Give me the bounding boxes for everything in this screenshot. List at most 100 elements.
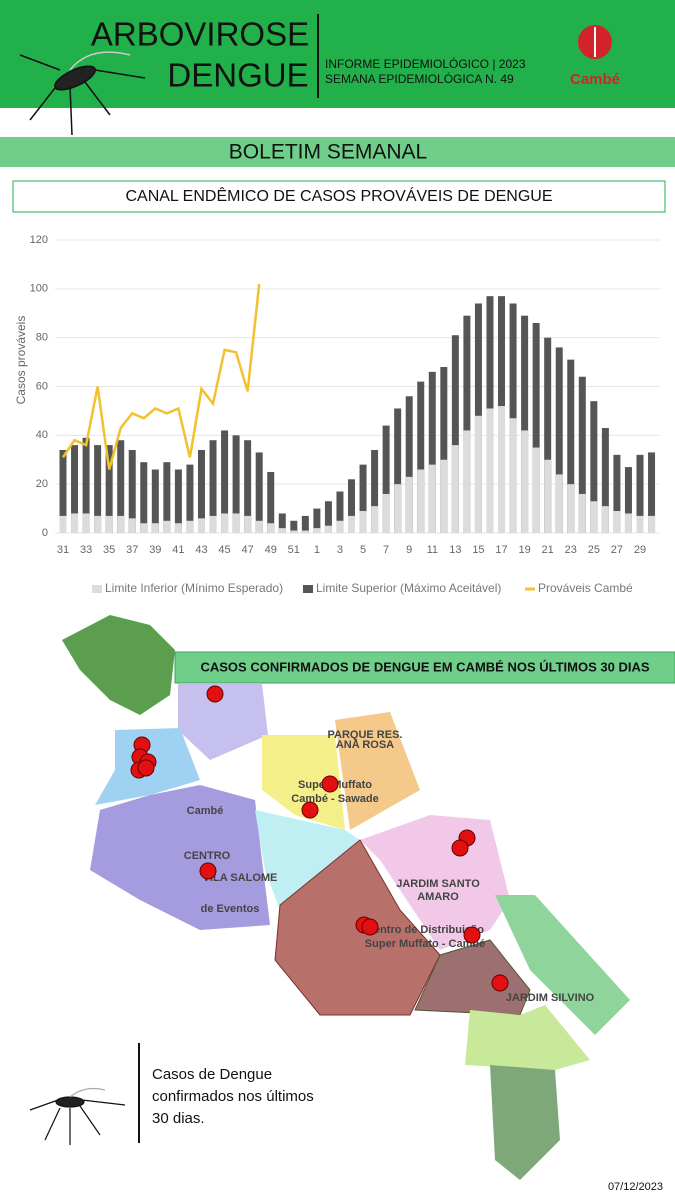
x-tick-label: 25 — [588, 544, 600, 556]
bar — [336, 520, 344, 533]
caption: confirmados nos últimos — [152, 1088, 314, 1105]
bar — [578, 493, 586, 533]
mosquito-icon — [29, 1087, 126, 1145]
legend-label: Prováveis Cambé — [538, 581, 633, 595]
bar — [521, 430, 529, 533]
y-tick-label: 0 — [42, 527, 48, 539]
region — [335, 712, 420, 830]
map-title: CASOS CONFIRMADOS DE DENGUE EM CAMBÉ NOS… — [200, 659, 649, 674]
header-title: ARBOVIROSE — [91, 16, 309, 53]
y-tick-label: 100 — [30, 283, 48, 295]
mosquito-icon — [19, 51, 146, 136]
x-tick-label: 13 — [449, 544, 461, 556]
bar — [544, 337, 552, 533]
region — [90, 785, 270, 930]
bar — [636, 515, 644, 533]
bar — [474, 415, 482, 533]
bar — [221, 430, 229, 533]
y-tick-label: 60 — [36, 380, 48, 392]
bar — [498, 406, 506, 533]
date: 07/12/2023 — [608, 1181, 663, 1193]
bar — [174, 469, 182, 533]
bar — [71, 445, 79, 533]
x-tick-label: 17 — [495, 544, 507, 556]
bar — [255, 520, 263, 533]
bar — [648, 515, 656, 533]
x-tick-label: 5 — [360, 544, 366, 556]
bar — [221, 513, 229, 533]
bar — [174, 523, 182, 533]
bar — [567, 484, 575, 533]
caption: Casos de Dengue — [152, 1066, 272, 1083]
bar — [267, 523, 275, 533]
bar — [290, 520, 298, 533]
x-tick-label: 35 — [103, 544, 115, 556]
bar — [359, 511, 367, 533]
bar — [105, 445, 113, 533]
bar — [428, 371, 436, 533]
x-tick-label: 43 — [195, 544, 207, 556]
bar — [244, 515, 252, 533]
bar — [521, 315, 529, 533]
bar — [382, 425, 390, 533]
map-label: AMARO — [417, 891, 459, 903]
map-title-box — [174, 651, 675, 684]
x-tick-label: 19 — [518, 544, 530, 556]
y-axis-label: Casos prováveis — [14, 316, 28, 405]
brazil-shape — [62, 615, 175, 715]
legend-label: Limite Inferior (Mínimo Esperado) — [105, 581, 283, 595]
bar — [117, 440, 125, 533]
chart-title: CANAL ENDÊMICO DE CASOS PROVÁVEIS DE DEN… — [125, 186, 552, 205]
region — [490, 1065, 560, 1180]
bar — [486, 408, 494, 533]
bar — [544, 459, 552, 533]
bar — [555, 474, 563, 533]
line — [61, 283, 261, 470]
bar — [451, 335, 459, 533]
region — [495, 895, 630, 1035]
region — [360, 815, 510, 950]
bar — [209, 440, 217, 533]
bar — [59, 449, 67, 533]
header-info: INFORME EPIDEMIOLÓGICO | 2023 — [325, 56, 526, 71]
region — [414, 939, 531, 1016]
bar — [371, 506, 379, 533]
bar — [301, 515, 309, 533]
bar — [624, 513, 632, 533]
x-tick-label: 33 — [80, 544, 92, 556]
map-label: PARQUE RES. — [328, 729, 403, 741]
map: CASOS CONFIRMADOS DE DENGUE EM CAMBÉ NOS… — [62, 615, 675, 1180]
bar — [382, 493, 390, 533]
bar — [590, 501, 598, 533]
y-tick-label: 80 — [36, 332, 48, 344]
bar — [359, 464, 367, 533]
bar — [613, 511, 621, 533]
map-label: Cambé — [187, 805, 224, 817]
bar — [440, 366, 448, 533]
bar — [117, 515, 125, 533]
bar — [290, 530, 298, 533]
banner-bg — [0, 137, 675, 167]
bar — [394, 408, 402, 533]
bar — [555, 347, 563, 533]
bar — [82, 513, 90, 533]
bar — [151, 523, 159, 533]
bar — [94, 515, 102, 533]
bar — [94, 445, 102, 533]
chart-title-box — [12, 180, 666, 213]
legend-swatch — [303, 585, 313, 593]
region — [262, 735, 345, 830]
bar — [348, 479, 355, 533]
x-tick-label: 23 — [565, 544, 577, 556]
bar — [417, 381, 425, 533]
bar — [163, 462, 171, 533]
bar — [59, 515, 67, 533]
legend-swatch — [92, 585, 102, 593]
x-tick-label: 1 — [314, 544, 320, 556]
header-info: SEMANA EPIDEMIOLÓGICA N. 49 — [325, 71, 514, 86]
y-tick-label: 120 — [30, 234, 48, 246]
bar — [244, 440, 252, 533]
bar — [348, 515, 355, 533]
